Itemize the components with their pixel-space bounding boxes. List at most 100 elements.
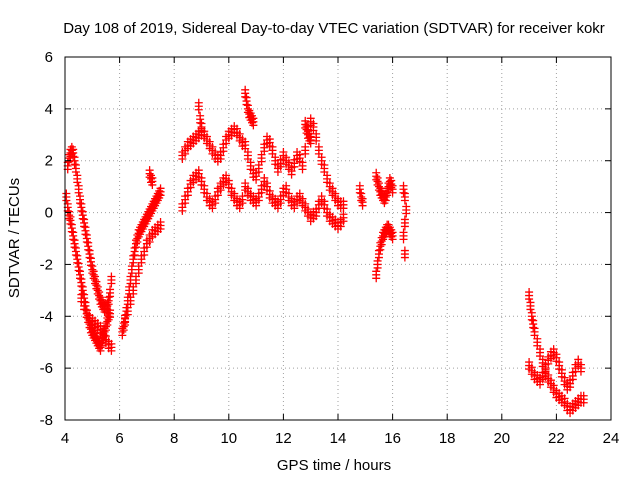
data-point (302, 122, 311, 138)
data-point (301, 116, 310, 132)
data-point (127, 262, 136, 278)
data-point (137, 251, 146, 267)
data-point (77, 199, 86, 215)
y-tick-label: 0 (45, 205, 53, 222)
data-point (62, 189, 71, 205)
y-tick-label: -8 (40, 412, 53, 429)
data-point (196, 111, 205, 127)
data-point (71, 243, 80, 259)
data-point (301, 142, 310, 158)
data-point (241, 137, 250, 153)
data-point (373, 256, 382, 272)
data-point (320, 197, 329, 213)
grid (65, 57, 611, 420)
data-point (148, 173, 157, 189)
data-point (126, 293, 135, 309)
data-point (107, 272, 116, 288)
data-point (399, 228, 408, 244)
data-point (70, 153, 79, 169)
data-point (358, 194, 367, 210)
data-point (538, 368, 547, 384)
data-point (388, 228, 397, 244)
data-point (355, 181, 364, 197)
data-point (243, 101, 252, 117)
data-point (372, 168, 381, 184)
data-point (260, 140, 269, 156)
data-point (106, 306, 115, 322)
data-point (530, 324, 539, 340)
data-point (96, 339, 105, 355)
data-point (76, 267, 85, 283)
data-point (85, 246, 94, 262)
data-point (254, 160, 263, 176)
y-tick-label: 2 (45, 153, 53, 170)
data-point (387, 176, 396, 192)
data-point (81, 223, 90, 239)
x-tick-label: 22 (548, 430, 565, 447)
data-point (254, 189, 263, 205)
data-point (284, 189, 293, 205)
data-point (95, 288, 104, 304)
data-point (309, 119, 318, 135)
data-point (74, 181, 83, 197)
data-point (290, 155, 299, 171)
data-point (241, 179, 250, 195)
data-point (400, 246, 409, 262)
data-point (107, 339, 116, 355)
data-point (257, 181, 266, 197)
data-point (357, 189, 366, 205)
data-point (317, 192, 326, 208)
y-tick-label: 4 (45, 101, 53, 118)
data-point (78, 282, 87, 298)
data-point (536, 345, 545, 361)
data-point (538, 355, 547, 371)
data-point (74, 259, 83, 275)
data-point (400, 215, 409, 231)
data-point (197, 119, 206, 135)
data-point (65, 207, 74, 223)
x-tick-label: 24 (603, 430, 620, 447)
data-point (194, 98, 203, 114)
data-point (529, 316, 538, 332)
data-point (224, 176, 233, 192)
data-point (568, 368, 577, 384)
data-point (93, 282, 102, 298)
data-point (298, 158, 307, 174)
data-point (73, 171, 82, 187)
data-point (200, 181, 209, 197)
data-point (399, 181, 408, 197)
data-point (103, 298, 112, 314)
x-tick-label: 18 (439, 430, 456, 447)
x-tick-label: 8 (170, 430, 178, 447)
y-tick-label: -4 (40, 308, 53, 325)
data-point (230, 122, 239, 138)
data-point (155, 186, 164, 202)
data-point (339, 210, 348, 226)
data-point (238, 192, 247, 208)
data-point (80, 215, 89, 231)
data-point (249, 114, 258, 130)
y-tick-label: -2 (40, 256, 53, 273)
data-point (388, 181, 397, 197)
data-point (92, 277, 101, 293)
data-point (241, 85, 250, 101)
data-point (526, 298, 535, 314)
data-point (197, 173, 206, 189)
data-point (97, 334, 106, 350)
data-point (106, 285, 115, 301)
data-point (76, 192, 85, 208)
data-point (66, 212, 75, 228)
data-point (525, 288, 534, 304)
data-point (248, 111, 257, 127)
data-point (242, 93, 251, 109)
data-point (282, 153, 291, 169)
data-point (576, 360, 585, 376)
data-point (579, 391, 588, 407)
data-point (70, 236, 79, 252)
data-point (546, 376, 555, 392)
data-point (156, 184, 165, 200)
data-point (84, 238, 93, 254)
data-point (265, 186, 274, 202)
data-point (527, 308, 536, 324)
